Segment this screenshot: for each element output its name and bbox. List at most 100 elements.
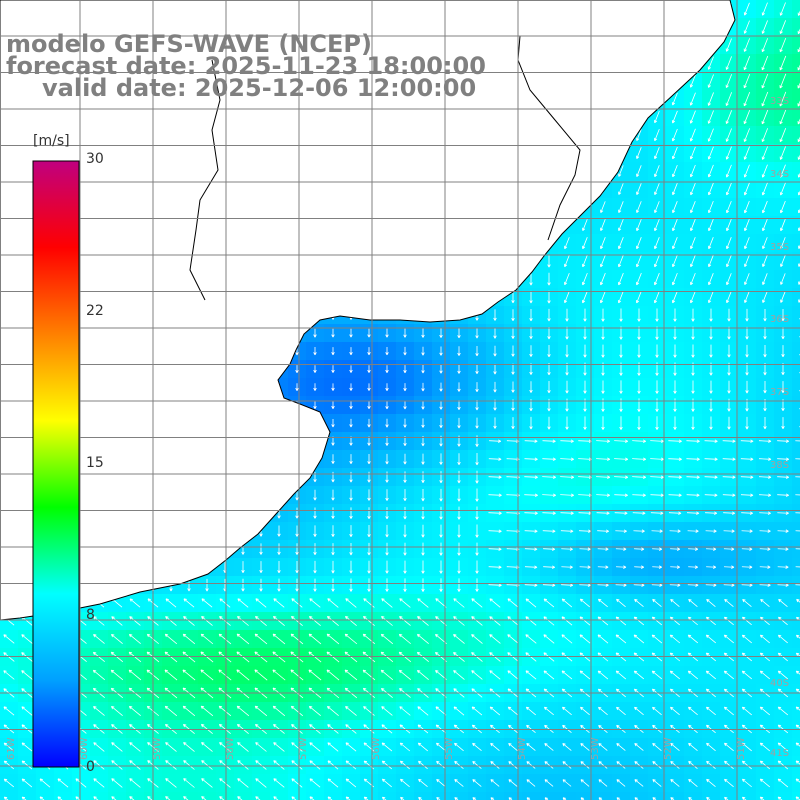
wind-vector — [471, 616, 483, 626]
longitude-label: 53W — [590, 737, 601, 760]
wind-vector — [688, 547, 699, 551]
wind-vector — [673, 326, 677, 340]
field-cell — [756, 540, 775, 559]
wind-vector — [651, 670, 663, 680]
wind-vector — [671, 92, 678, 106]
wind-vector — [421, 471, 425, 483]
wind-vector — [795, 530, 800, 532]
field-cell — [306, 360, 325, 379]
field-cell — [774, 558, 793, 577]
field-cell — [396, 342, 415, 361]
wind-vector — [579, 598, 590, 608]
wind-vector — [744, 291, 750, 304]
field-cell — [774, 450, 793, 469]
wind-vector — [704, 439, 718, 443]
wind-vector — [744, 237, 750, 250]
wind-vector — [565, 380, 569, 394]
wind-vector — [778, 598, 788, 607]
field-cell — [360, 504, 379, 523]
wind-vector — [650, 439, 664, 443]
field-cell — [756, 126, 775, 145]
wind-vector — [597, 565, 609, 569]
field-cell — [396, 486, 415, 505]
wind-vector — [777, 475, 790, 479]
field-cell — [720, 144, 739, 163]
wind-vector — [581, 272, 588, 286]
wind-vector — [619, 326, 623, 340]
field-cell — [486, 414, 505, 433]
wind-vector — [652, 565, 662, 569]
field-cell — [360, 378, 379, 397]
wind-vector — [597, 598, 608, 608]
field-cell — [342, 432, 361, 451]
wind-vector — [777, 583, 789, 587]
wind-vector — [743, 146, 750, 160]
field-cell — [720, 450, 739, 469]
field-cell — [684, 270, 703, 289]
wind-vector — [331, 365, 335, 373]
wind-vector — [763, 344, 767, 358]
wind-vector — [349, 365, 353, 373]
field-cell — [180, 792, 199, 800]
wind-vector — [475, 578, 479, 592]
wind-vector — [164, 633, 178, 645]
wind-vector — [743, 20, 750, 34]
wind-vector — [111, 633, 123, 644]
wind-vector — [777, 439, 790, 443]
field-cell — [468, 576, 487, 595]
wind-vector — [744, 273, 750, 286]
wind-vector — [596, 475, 611, 479]
field-cell — [630, 144, 649, 163]
wind-vector — [403, 578, 407, 592]
field-cell — [378, 450, 397, 469]
wind-vector — [259, 561, 263, 574]
wind-vector — [669, 583, 681, 587]
wind-vector — [723, 634, 735, 644]
field-cell — [378, 432, 397, 451]
wind-vector — [331, 383, 335, 391]
field-cell — [702, 450, 721, 469]
wind-vector — [277, 543, 281, 555]
field-cell — [756, 288, 775, 307]
field-cell — [432, 558, 451, 577]
field-cell — [360, 522, 379, 541]
wind-vector — [453, 670, 465, 680]
wind-vector — [636, 165, 642, 177]
field-cell — [702, 522, 721, 541]
wind-vector — [795, 634, 800, 639]
field-cell — [684, 126, 703, 145]
wind-vector — [308, 615, 321, 626]
field-cell — [360, 432, 379, 451]
field-cell — [540, 252, 559, 271]
field-cell — [630, 306, 649, 325]
wind-vector — [689, 92, 696, 106]
colorbar-gradient — [32, 160, 80, 768]
wind-vector — [547, 381, 551, 394]
wind-vector — [650, 493, 664, 497]
field-cell — [576, 450, 595, 469]
wind-vector — [654, 128, 660, 142]
wind-vector — [277, 561, 281, 574]
field-cell — [504, 342, 523, 361]
field-cell — [594, 396, 613, 415]
wind-vector — [745, 344, 749, 358]
longitude-label: 57W — [298, 737, 309, 760]
field-cell — [558, 792, 577, 800]
field-cell — [774, 504, 793, 523]
wind-vector — [385, 418, 389, 428]
field-cell — [612, 396, 631, 415]
field-cell — [540, 576, 559, 595]
wind-vector — [596, 511, 610, 515]
wind-vector — [290, 615, 303, 626]
wind-vector — [725, 110, 733, 124]
wind-vector — [291, 598, 303, 608]
wind-vector — [475, 453, 479, 466]
field-cell — [468, 360, 487, 379]
field-cell — [468, 414, 487, 433]
field-cell — [702, 414, 721, 433]
field-cell — [558, 522, 577, 541]
field-cell — [774, 342, 793, 361]
field-cell — [522, 504, 541, 523]
wind-vector — [740, 475, 754, 479]
wind-vector — [651, 529, 663, 533]
